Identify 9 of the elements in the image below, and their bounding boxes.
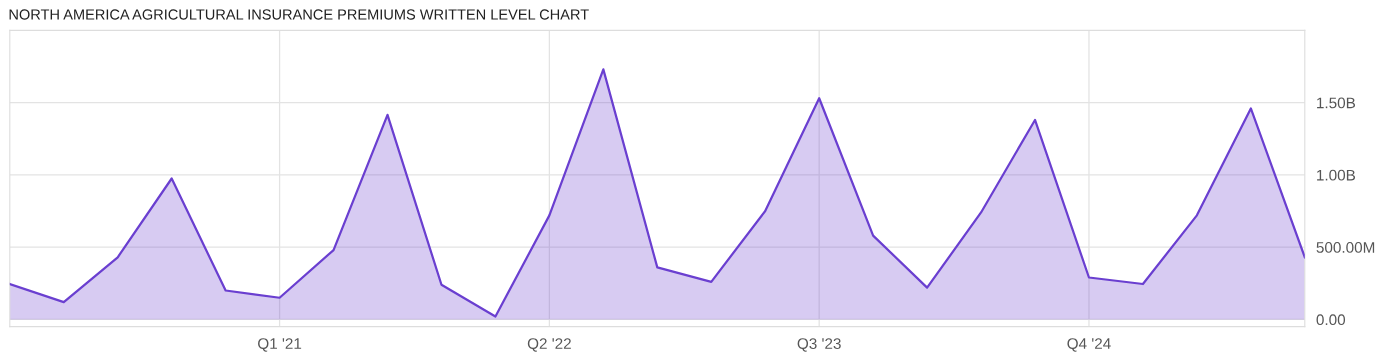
y-tick-label: 500.00M: [1316, 242, 1375, 253]
y-tick-label: 0.00: [1316, 314, 1346, 326]
chart-title: NORTH AMERICA AGRICULTURAL INSURANCE PREMIUMS WRITTEN LEVEL CHART: [9, 9, 589, 20]
x-tick-label: Q3 '23: [797, 338, 841, 352]
y-tick-label: 1.00B: [1317, 169, 1356, 181]
y-tick-label: 1.50B: [1317, 97, 1356, 109]
x-tick-label: Q4 '24: [1067, 338, 1111, 352]
x-tick-label: Q2 '22: [527, 338, 571, 352]
x-tick-label: Q1 '21: [258, 338, 302, 352]
